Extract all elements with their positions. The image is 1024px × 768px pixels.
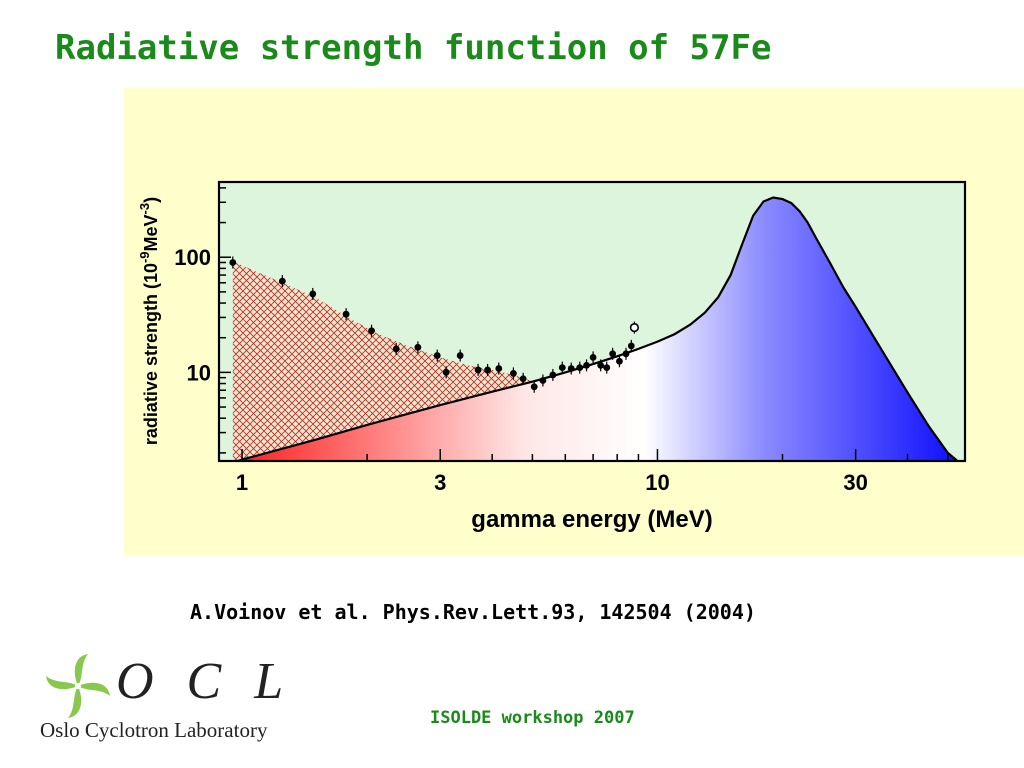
data-point xyxy=(583,361,590,369)
y-axis-label-close: ) xyxy=(141,197,161,203)
data-point xyxy=(616,357,623,365)
data-point xyxy=(519,375,527,383)
logo-subtitle: Oslo Cyclotron Laboratory xyxy=(40,718,268,742)
citation: A.Voinov et al. Phys.Rev.Lett.93, 142504… xyxy=(190,600,756,624)
data-point xyxy=(622,350,630,358)
page-title: Radiative strength function of 57Fe xyxy=(55,28,772,68)
x-tick-label: 30 xyxy=(843,470,867,495)
y-axis-label-main: radiative strength (10 xyxy=(141,263,161,445)
data-point xyxy=(495,365,503,372)
data-point xyxy=(442,368,450,376)
y-axis-label-exponent: -9 xyxy=(137,251,152,263)
data-point xyxy=(278,277,286,285)
data-point xyxy=(392,345,400,353)
data-point xyxy=(368,327,375,335)
plot-frame xyxy=(217,180,967,463)
data-point xyxy=(342,310,350,318)
x-tick-label: 10 xyxy=(645,470,669,495)
data-point xyxy=(576,364,584,372)
chart-panel: 1 3 10 30 10 100 gamma energy (MeV) radiative… xyxy=(124,88,1024,555)
data-point xyxy=(567,365,575,372)
data-point xyxy=(456,352,464,359)
data-point xyxy=(539,377,547,384)
x-tick-label: 1 xyxy=(236,470,248,495)
hatched-region xyxy=(232,261,533,461)
y-axis-label-unit-exponent: -3 xyxy=(137,203,152,215)
data-point xyxy=(530,383,538,391)
data-point xyxy=(558,364,566,372)
data-point xyxy=(474,366,482,374)
x-axis-label: gamma energy (MeV) xyxy=(471,506,712,533)
data-point xyxy=(414,343,422,351)
strength-curve-line xyxy=(234,196,960,461)
data-point xyxy=(603,364,611,372)
footer-text: ISOLDE workshop 2007 xyxy=(430,708,635,728)
logo-letters: O C L xyxy=(116,653,294,710)
data-point-open xyxy=(629,322,639,333)
data-point xyxy=(309,290,317,298)
data-point xyxy=(627,342,635,350)
data-point xyxy=(229,259,237,266)
data-point xyxy=(549,371,557,379)
data-point xyxy=(510,369,517,377)
y-axis-label-unit: MeV xyxy=(141,214,161,251)
ocl-logo: O C L Oslo Cyclotron Laboratory xyxy=(38,648,288,748)
strength-chart: 1 3 10 30 10 100 gamma energy (MeV) radiative… xyxy=(137,180,967,533)
pinwheel-icon xyxy=(46,654,110,718)
data-point xyxy=(589,353,597,361)
y-axis-label: radiative strength (10-9MeV-3) xyxy=(137,197,161,445)
data-point xyxy=(484,366,491,374)
data-point xyxy=(609,350,617,358)
data-point xyxy=(433,352,441,359)
strength-curve-area xyxy=(219,197,965,461)
y-tick-label: 100 xyxy=(174,245,211,270)
y-tick-label: 10 xyxy=(187,360,211,385)
x-tick-label: 3 xyxy=(434,470,446,495)
data-point xyxy=(597,361,605,369)
